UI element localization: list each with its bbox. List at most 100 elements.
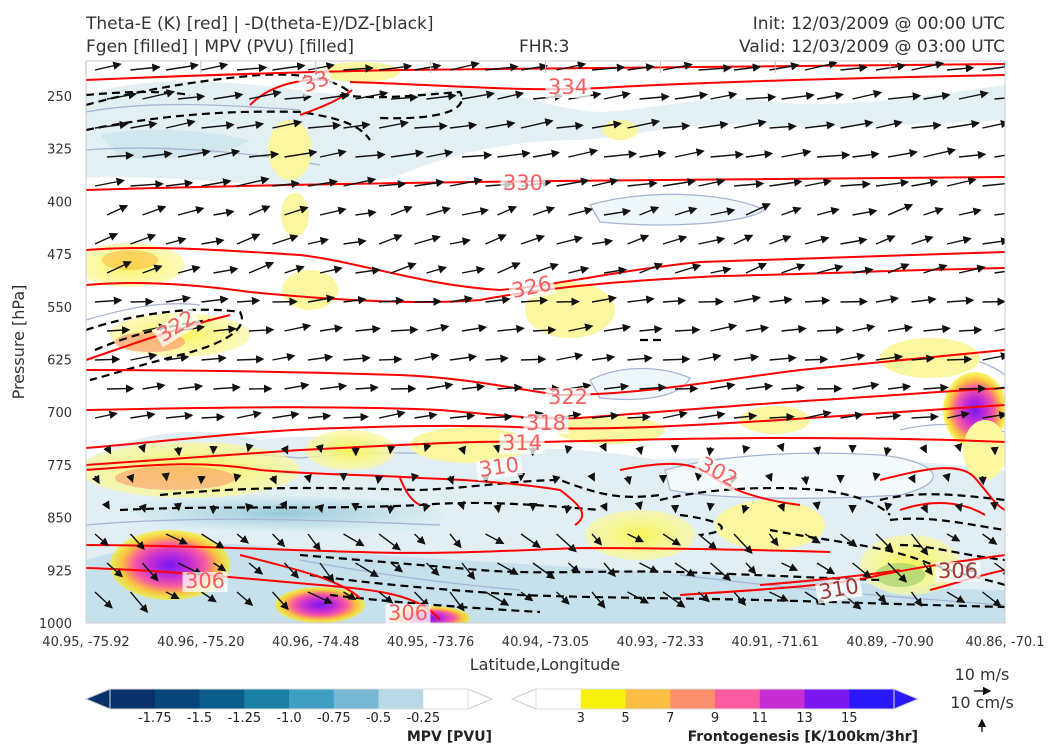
theta-e-contour-label: 314 bbox=[499, 431, 545, 455]
wind-vector bbox=[461, 562, 476, 580]
wind-vector bbox=[603, 266, 628, 275]
wind-vector bbox=[307, 294, 335, 303]
wind-vector bbox=[710, 322, 738, 332]
theta-e-contour-label: 306 bbox=[935, 559, 981, 583]
wind-vector bbox=[485, 63, 519, 72]
wind-vector bbox=[816, 91, 844, 100]
wind-vector bbox=[378, 355, 403, 364]
wind-vector bbox=[272, 410, 300, 420]
wind-vector bbox=[599, 502, 608, 512]
y-tick-label: 475 bbox=[47, 248, 72, 263]
wind-vector bbox=[627, 63, 655, 72]
wind-vector bbox=[635, 445, 644, 456]
wind-vector bbox=[272, 353, 296, 362]
wind-vector bbox=[591, 533, 603, 546]
wind-vector bbox=[284, 93, 312, 102]
wind-vector bbox=[816, 151, 851, 160]
wind-vector bbox=[343, 121, 371, 130]
wind-vector bbox=[426, 265, 448, 274]
wind-vector bbox=[982, 62, 1005, 72]
colorbar-segment bbox=[333, 689, 380, 709]
wind-vector bbox=[745, 324, 770, 333]
wind-vector bbox=[343, 354, 371, 363]
wind-vector bbox=[627, 118, 661, 129]
wind-vector bbox=[745, 150, 774, 159]
wind-vector bbox=[781, 325, 807, 334]
wind-vector bbox=[958, 207, 982, 216]
wind-vector bbox=[101, 500, 110, 510]
wind-vector bbox=[390, 149, 425, 158]
wind-vector bbox=[177, 92, 206, 102]
x-tick-label: 40.96, -74.48 bbox=[272, 635, 359, 650]
colorbar-tick-label: -1.75 bbox=[138, 711, 172, 726]
wind-vector bbox=[816, 264, 844, 274]
wind-vector bbox=[568, 323, 594, 332]
wind-vector bbox=[923, 147, 957, 158]
wind-vector bbox=[603, 562, 616, 578]
colorbar-segment bbox=[110, 689, 156, 709]
wind-vector bbox=[94, 591, 113, 609]
wind-vector bbox=[319, 148, 347, 158]
wind-vector bbox=[745, 262, 768, 274]
wind-vector bbox=[532, 206, 556, 216]
wind-vector bbox=[852, 323, 876, 332]
wind-vector bbox=[103, 444, 112, 455]
wind-vector bbox=[674, 325, 701, 335]
wind-vector bbox=[201, 412, 225, 422]
init-time: Init: 12/03/2009 @ 00:00 UTC bbox=[752, 14, 1005, 34]
wind-vector bbox=[840, 352, 866, 361]
wind-vector bbox=[591, 591, 606, 609]
wind-vector bbox=[414, 411, 438, 420]
wind-vector bbox=[911, 178, 939, 187]
x-axis-label: Latitude,Longitude bbox=[470, 655, 621, 674]
wind-vector bbox=[710, 381, 736, 391]
wind-vector bbox=[458, 445, 466, 455]
wind-vector bbox=[106, 261, 132, 274]
wind-vector bbox=[556, 591, 570, 605]
wind-vector bbox=[603, 150, 638, 159]
wind-vector bbox=[887, 263, 910, 274]
wind-key-horizontal: 10 m/s bbox=[955, 665, 1010, 684]
wind-vector bbox=[591, 237, 614, 247]
wind-vector bbox=[694, 472, 704, 482]
wind-vector bbox=[840, 180, 871, 189]
wind-vector bbox=[958, 325, 983, 335]
wind-vector bbox=[461, 151, 493, 160]
wind-vector bbox=[213, 208, 235, 217]
wind-vector bbox=[674, 206, 698, 216]
wind-vector bbox=[177, 206, 205, 216]
wind-vector bbox=[426, 149, 454, 158]
frontogenesis-colorbar: 3 5 7 9 11 13 15 bbox=[510, 688, 920, 726]
wind-vector bbox=[706, 502, 715, 512]
wind-vector bbox=[698, 353, 722, 362]
wind-vector bbox=[94, 355, 121, 364]
colorbar-tick-label: 9 bbox=[711, 711, 719, 726]
wind-vector bbox=[923, 206, 944, 216]
title-line-2: Fgen [filled] | MPV (PVU) [filled] bbox=[86, 37, 355, 57]
wind-vector bbox=[769, 591, 789, 602]
wind-vector bbox=[532, 149, 560, 158]
wind-vector bbox=[946, 591, 966, 604]
wind-vector bbox=[634, 501, 643, 511]
wind-vector bbox=[355, 150, 386, 160]
wind-vector bbox=[982, 119, 1005, 129]
wind-vector bbox=[769, 354, 797, 363]
wind-vector bbox=[129, 533, 145, 550]
wind-vector bbox=[733, 234, 754, 245]
y-tick-label: 550 bbox=[47, 301, 72, 316]
wind-vector bbox=[556, 352, 584, 361]
forecast-hour: FHR:3 bbox=[519, 37, 570, 57]
svg-text:322: 322 bbox=[548, 385, 588, 409]
wind-vector bbox=[816, 325, 845, 335]
wind-vector bbox=[485, 120, 516, 129]
wind-vector bbox=[532, 262, 559, 274]
wind-vector bbox=[603, 323, 632, 333]
frontogenesis-colorbar-label: Frontogenesis [K/100km/3hr] bbox=[688, 729, 918, 745]
wind-vector bbox=[177, 382, 204, 392]
wind-vector bbox=[954, 442, 963, 453]
wind-vector bbox=[804, 533, 821, 544]
wind-vector bbox=[390, 562, 404, 573]
wind-vector bbox=[816, 562, 836, 575]
wind-vector bbox=[422, 502, 431, 513]
wind-vector bbox=[911, 121, 942, 130]
